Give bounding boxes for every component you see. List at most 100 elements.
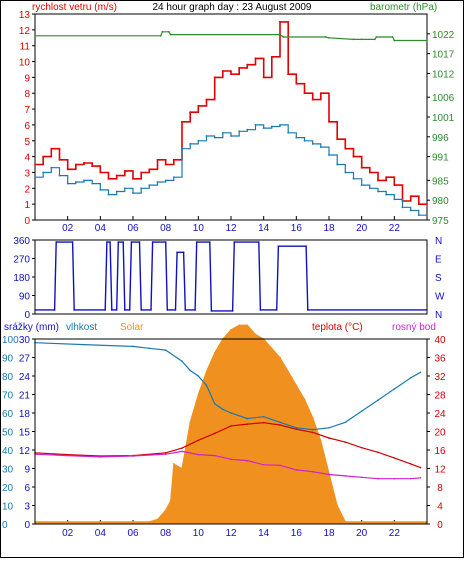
weather-lower-panel: srážky (mm) vlhkost Solar teplota (°C) rosný…	[2, 322, 446, 539]
y2-tick-label: 991	[432, 153, 449, 164]
y-tick-label: 270	[13, 255, 30, 266]
point-gust	[189, 111, 192, 114]
rain-tick-label: 24	[19, 372, 31, 383]
point-solar	[181, 467, 183, 470]
point-avg	[107, 193, 110, 196]
point-dew	[230, 458, 232, 461]
humidity-tick-label: 90	[2, 354, 14, 365]
point-avg	[123, 187, 126, 190]
compass-label: N	[435, 310, 442, 321]
point-avg	[213, 136, 216, 139]
x-tick-label: 20	[356, 528, 368, 539]
point-dew	[328, 473, 330, 476]
point-pressure	[352, 38, 355, 41]
point-solar	[148, 520, 151, 523]
point-solar	[311, 416, 314, 419]
point-avg	[262, 127, 265, 129]
point-avg	[254, 124, 257, 126]
rain-tick-label: 0	[24, 520, 30, 531]
point-solar	[295, 384, 298, 387]
point-temperature	[344, 441, 347, 443]
point-pressure	[168, 30, 170, 33]
series-gust	[35, 21, 427, 205]
point-temperature	[360, 446, 363, 449]
x-tick-label: 10	[193, 528, 205, 539]
point-gust	[115, 174, 118, 177]
point-direction	[426, 309, 428, 311]
point-gust	[197, 105, 200, 107]
point-direction	[104, 309, 107, 311]
point-avg	[393, 198, 396, 201]
point-direction	[110, 309, 113, 311]
point-direction	[231, 310, 234, 312]
point-avg	[172, 176, 175, 179]
point-dew	[360, 476, 363, 479]
point-gust	[409, 195, 412, 198]
point-gust	[50, 147, 53, 150]
point-dew	[311, 470, 314, 473]
point-gust	[221, 70, 224, 72]
point-avg	[230, 135, 232, 137]
x-tick-label: 22	[389, 528, 401, 539]
point-temperature	[409, 463, 412, 465]
point-direction	[138, 241, 141, 243]
y-tick-label: 90	[19, 292, 31, 303]
point-solar	[213, 352, 216, 354]
point-avg	[66, 182, 69, 185]
point-direction	[117, 241, 120, 243]
point-pressure	[375, 36, 378, 38]
temperature-tick-label: 20	[434, 428, 446, 439]
point-humidity	[205, 384, 208, 387]
point-solar	[205, 370, 208, 373]
humidity-tick-label: 100	[2, 335, 19, 346]
point-gust	[181, 120, 183, 123]
point-avg	[401, 206, 404, 209]
point-dew	[344, 475, 347, 477]
point-avg	[328, 154, 330, 156]
point-temperature	[295, 428, 298, 430]
point-humidity	[148, 347, 151, 350]
y2-tick-label: 985	[432, 176, 449, 187]
point-humidity	[377, 399, 379, 401]
humidity-tick-label: 60	[2, 409, 14, 420]
point-avg	[42, 171, 45, 174]
y-tick-label: 10	[19, 58, 31, 69]
x-tick-label: 04	[95, 528, 107, 539]
point-pressure	[169, 33, 172, 36]
point-temperature	[377, 451, 379, 454]
x-tick-label: 18	[323, 223, 335, 234]
x-tick-label: 02	[62, 223, 74, 234]
rain-tick-label: 15	[19, 428, 31, 439]
point-avg	[344, 171, 347, 174]
point-gust	[279, 21, 281, 23]
point-gust	[352, 155, 355, 158]
point-humidity	[419, 371, 422, 374]
point-avg	[83, 179, 85, 182]
point-solar	[279, 356, 281, 359]
point-humidity	[262, 415, 265, 418]
point-direction	[176, 251, 178, 254]
point-gust	[287, 73, 290, 76]
compass-label: E	[435, 255, 442, 266]
y2-tick-label: 996	[432, 133, 449, 144]
point-solar	[344, 520, 347, 523]
point-pressure	[426, 39, 428, 42]
y-tick-label: 360	[13, 236, 30, 247]
point-solar	[189, 421, 191, 424]
temperature-label: teplota (°C)	[312, 322, 363, 333]
point-gust	[254, 57, 257, 60]
x-tick-label: 12	[225, 528, 237, 539]
point-pressure	[360, 38, 363, 41]
point-temperature	[197, 439, 200, 442]
point-temperature	[181, 447, 183, 449]
x-tick-label: 12	[225, 223, 237, 234]
humidity-tick-label: 40	[2, 446, 14, 457]
point-dew	[66, 454, 69, 457]
point-dew	[246, 459, 249, 462]
temperature-tick-label: 16	[434, 446, 446, 457]
point-solar	[303, 398, 306, 400]
x-tick-label: 14	[258, 223, 270, 234]
point-gust	[74, 163, 77, 166]
wind-speed-label: rychlost vetru (m/s)	[32, 2, 117, 13]
point-temperature	[419, 466, 422, 469]
